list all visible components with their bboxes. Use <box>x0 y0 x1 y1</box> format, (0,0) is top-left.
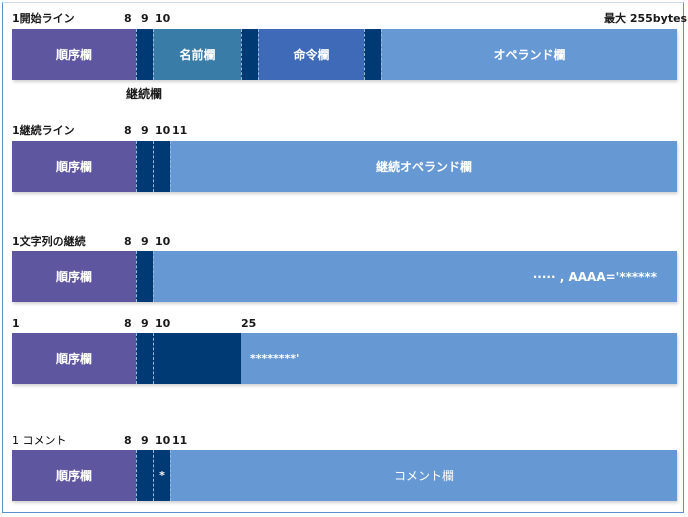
operation-field: 命令欄 <box>258 29 364 80</box>
column-10: 10 <box>155 124 171 137</box>
row-title-continuation-line: 1継続ライン <box>12 124 75 137</box>
string-remainder-field: ********' <box>241 333 677 384</box>
column-9-cell <box>136 251 153 302</box>
sequence-field: 順序欄 <box>12 450 136 501</box>
column-8: 8 <box>124 12 132 25</box>
column-8: 8 <box>124 434 132 447</box>
separator-column <box>241 29 258 80</box>
continuation-line-bar: 順序欄 継続オペランド欄 <box>12 141 677 192</box>
column-1: 1 <box>12 317 20 330</box>
column-10: 10 <box>155 317 171 330</box>
column-10: 10 <box>155 12 171 25</box>
column-8: 8 <box>124 235 132 248</box>
start-line-bar: 順序欄 名前欄 命令欄 オペランド欄 <box>12 29 677 80</box>
sequence-field: 順序欄 <box>12 29 136 80</box>
sequence-field: 順序欄 <box>12 333 136 384</box>
column-25: 25 <box>241 317 257 330</box>
column-9: 9 <box>141 235 149 248</box>
column-9: 9 <box>141 12 149 25</box>
diagram-frame <box>2 2 684 513</box>
string-continuation-bar-2: 順序欄 ********' <box>12 333 677 384</box>
column-9-cell <box>136 333 153 384</box>
sequence-field: 順序欄 <box>12 141 136 192</box>
separator-column <box>364 29 381 80</box>
string-continuation-bar-1: 順序欄 ····· , AAAA='****** <box>12 251 677 302</box>
column-8: 8 <box>124 124 132 137</box>
column-11: 11 <box>172 434 188 447</box>
column-10: 10 <box>155 235 171 248</box>
row-title-string-continuation: 1文字列の継続 <box>12 235 86 248</box>
continuation-field-label: 継続欄 <box>126 87 163 101</box>
blank-columns-10-24 <box>153 333 241 384</box>
column-11: 11 <box>172 124 188 137</box>
comment-field: コメント欄 <box>170 450 677 501</box>
row-title-start-line: 1開始ライン <box>12 12 75 25</box>
column-10-cell <box>153 141 170 192</box>
sequence-field: 順序欄 <box>12 251 136 302</box>
comment-asterisk: * <box>153 450 170 501</box>
continuation-column <box>136 29 153 80</box>
string-operand-field: ····· , AAAA='****** <box>153 251 677 302</box>
column-9: 9 <box>141 317 149 330</box>
column-9-cell <box>136 141 153 192</box>
column-10: 10 <box>155 434 171 447</box>
max-bytes-label: 最大 255bytes <box>604 12 688 25</box>
row-title-comment: 1 コメント <box>12 434 67 447</box>
column-8: 8 <box>124 317 132 330</box>
name-field: 名前欄 <box>153 29 241 80</box>
comment-line-bar: 順序欄 * コメント欄 <box>12 450 677 501</box>
column-9-cell <box>136 450 153 501</box>
column-9: 9 <box>141 434 149 447</box>
operand-field: オペランド欄 <box>381 29 677 80</box>
continuation-operand-field: 継続オペランド欄 <box>170 141 677 192</box>
column-9: 9 <box>141 124 149 137</box>
